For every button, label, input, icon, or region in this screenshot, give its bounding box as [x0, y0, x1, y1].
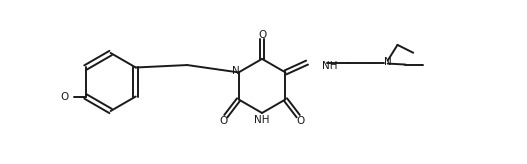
Text: NH: NH — [254, 115, 270, 125]
Text: O: O — [296, 116, 304, 126]
Text: O: O — [60, 92, 69, 102]
Text: N: N — [232, 66, 240, 76]
Text: O: O — [220, 116, 228, 126]
Text: O: O — [258, 30, 266, 40]
Text: NH: NH — [322, 61, 337, 71]
Text: N: N — [384, 57, 392, 67]
